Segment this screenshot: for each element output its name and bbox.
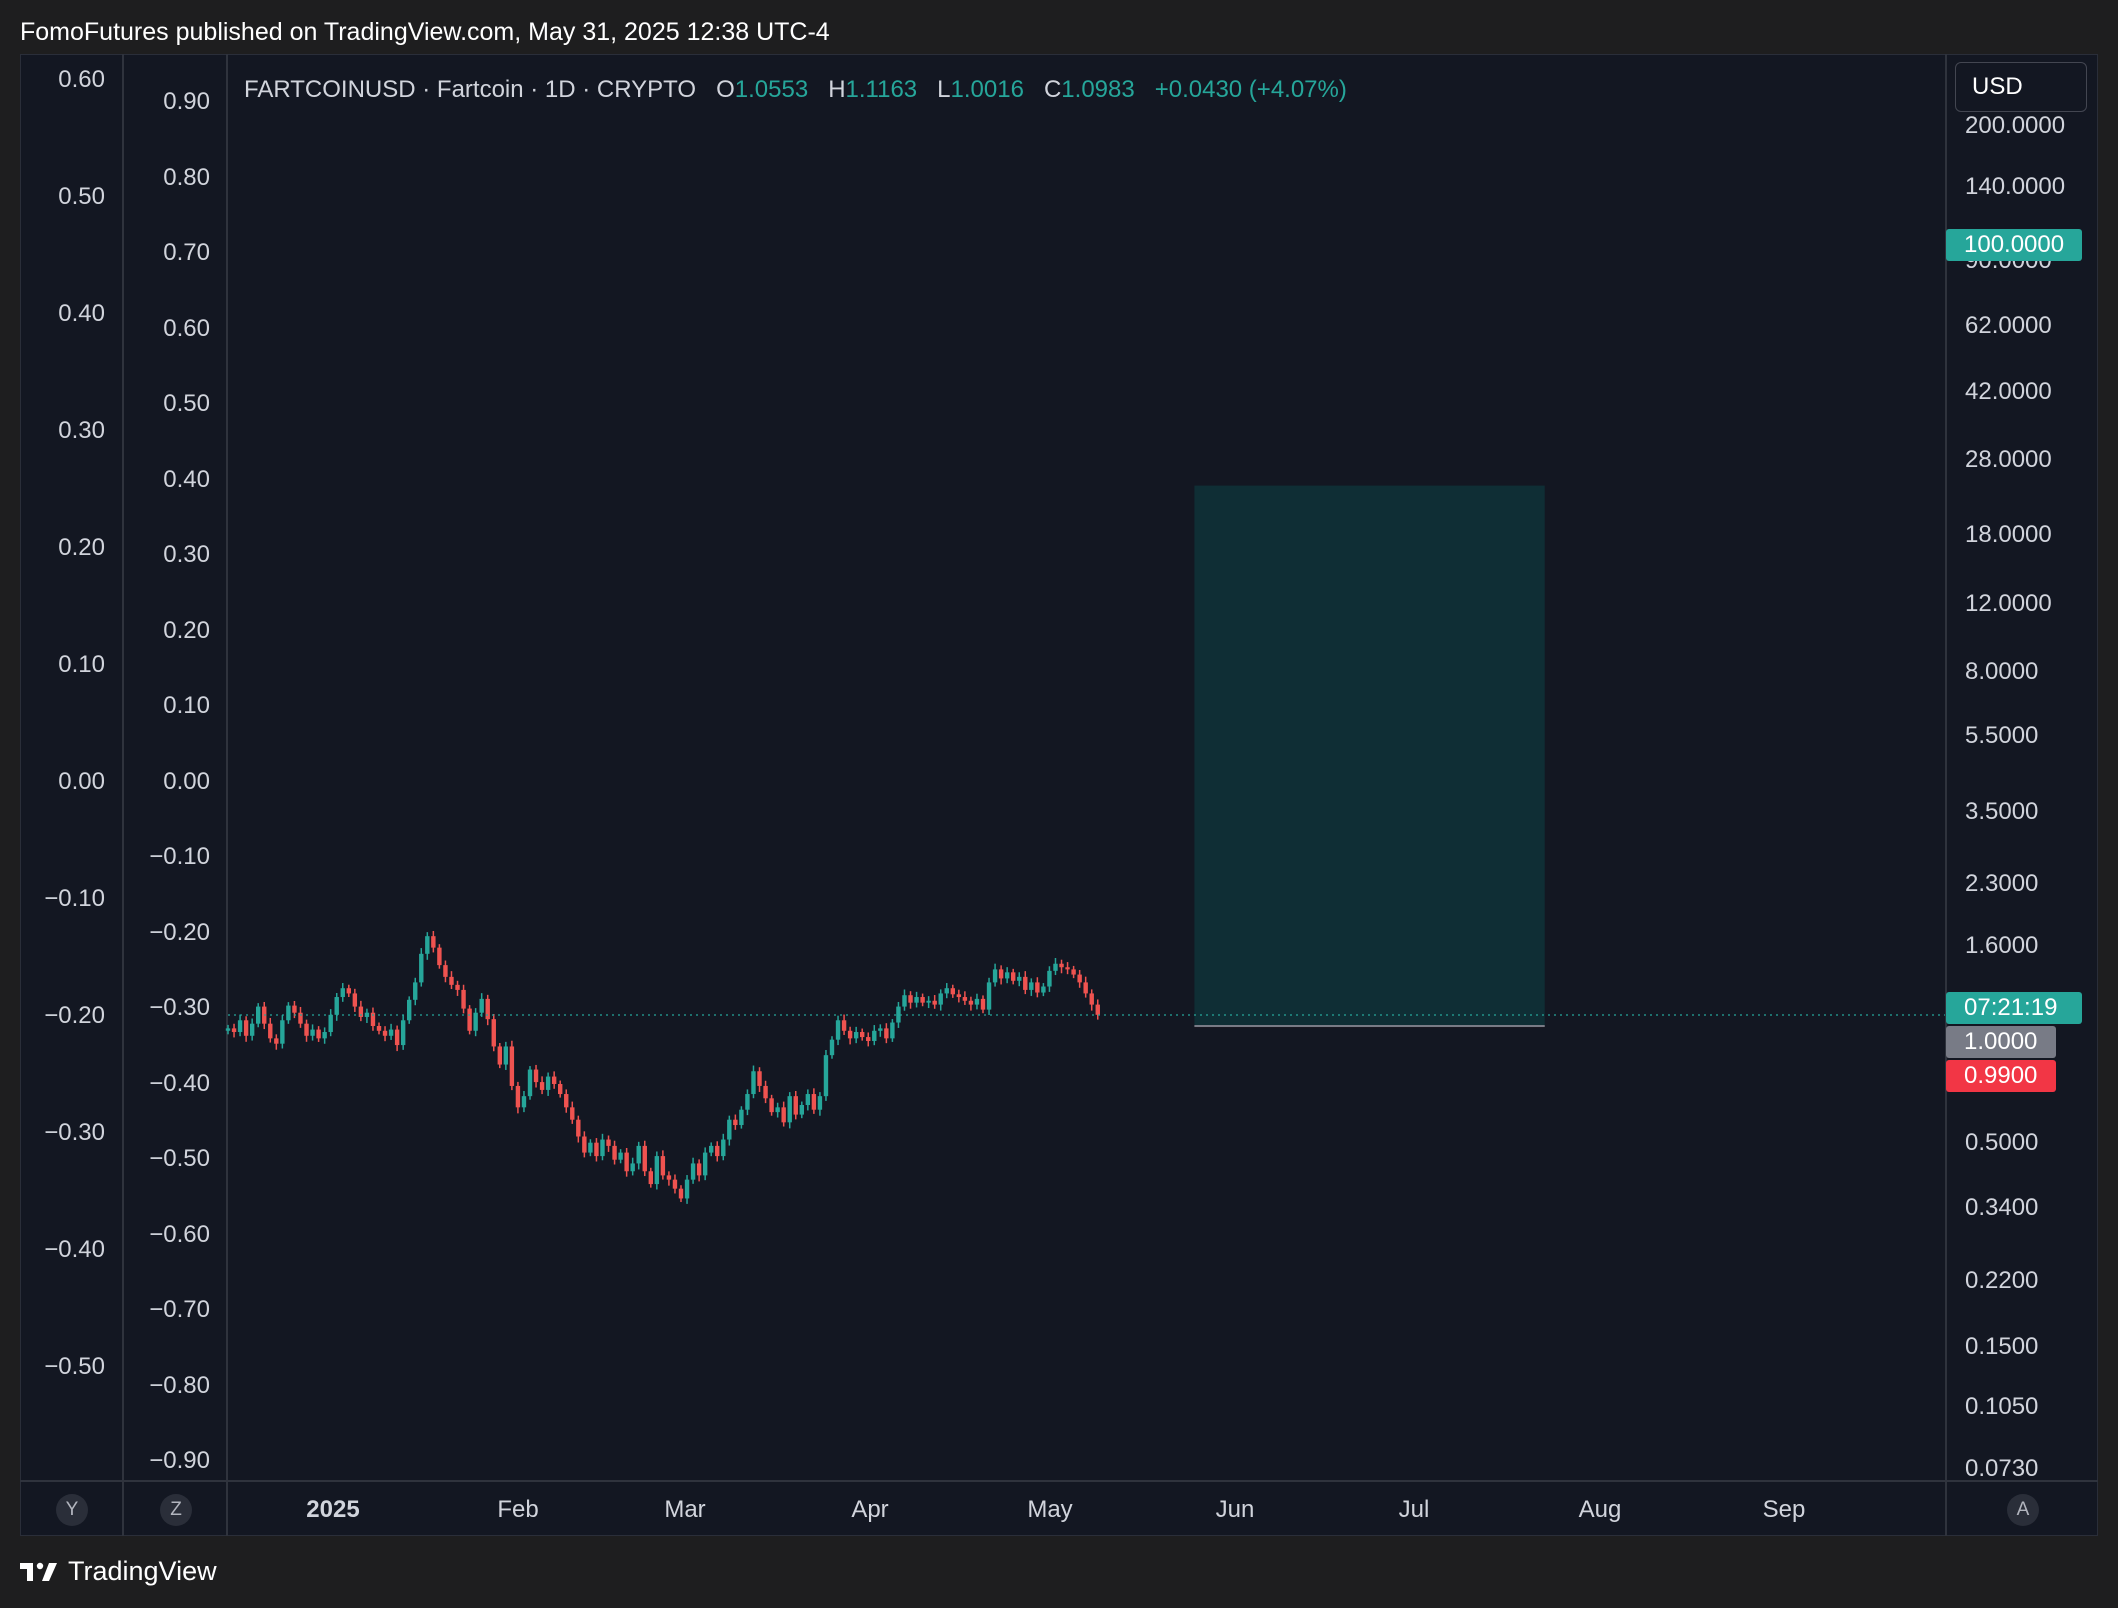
right-axis-tick: 8.0000 — [1965, 658, 2039, 685]
left-axis-1-tick: −0.50 — [44, 1353, 105, 1380]
low-label: L — [937, 76, 951, 103]
currency-button[interactable]: USD — [1955, 62, 2087, 112]
auto-scale-button[interactable]: A — [2007, 1494, 2039, 1526]
entry-price-tag: 1.0000 — [1946, 1026, 2056, 1058]
left-axis-1-tick: −0.40 — [44, 1236, 105, 1263]
left-axis-2-tick: 0.80 — [163, 164, 210, 191]
left-axis-1-tick: 0.60 — [58, 66, 105, 93]
tradingview-logo-icon — [20, 1562, 57, 1581]
right-axis-tick: 18.0000 — [1965, 521, 2052, 548]
left-axis-2-tick: 0.20 — [163, 617, 210, 644]
left-axis-2-tick: −0.50 — [149, 1145, 210, 1172]
countdown-tag: 07:21:19 — [1946, 992, 2082, 1024]
symbol-title: FARTCOINUSD · Fartcoin · 1D · CRYPTO — [244, 76, 697, 103]
time-axis-separator — [20, 1480, 2098, 1482]
high-label: H — [828, 76, 846, 103]
change-value: +0.0430 (+4.07%) — [1154, 76, 1347, 103]
left-axis-2-tick: −0.40 — [149, 1070, 210, 1097]
right-axis-tick: 62.0000 — [1965, 312, 2052, 339]
time-axis-tick: Aug — [1578, 1496, 1622, 1523]
low-value: 1.0016 — [950, 76, 1024, 103]
symbol-legend: FARTCOINUSD · Fartcoin · 1D · CRYPTO O1.… — [244, 76, 1347, 104]
time-axis-tick: May — [1027, 1496, 1073, 1523]
left-axis-2-tick: 0.30 — [163, 541, 210, 568]
right-axis-tick: 12.0000 — [1965, 590, 2052, 617]
close-label: C — [1043, 76, 1062, 103]
time-axis-tick: Apr — [851, 1496, 889, 1523]
time-axis-tick: 2025 — [306, 1496, 360, 1523]
left-axis-2-tick: 0.50 — [163, 390, 210, 417]
left-axis-1-tick: 0.20 — [58, 534, 105, 561]
footer-brand: TradingView — [68, 1556, 217, 1586]
right-axis-tick: 0.1500 — [1965, 1333, 2039, 1360]
time-axis-tick: Mar — [664, 1496, 706, 1523]
left-axis-2-tick: 0.40 — [163, 466, 210, 493]
right-axis-tick: 1.6000 — [1965, 932, 2039, 959]
high-value: 1.1163 — [845, 76, 918, 103]
right-axis-tick: 200.0000 — [1965, 112, 2066, 139]
tradingview-footer: TradingView — [20, 1556, 217, 1587]
left-axis-2-tick: 0.70 — [163, 239, 210, 266]
left-axis-1-tick: 0.40 — [58, 300, 105, 327]
time-axis-tick: Sep — [1762, 1496, 1806, 1523]
left-axis-2-tick: 0.90 — [163, 88, 210, 115]
y-scale-button[interactable]: Y — [56, 1494, 88, 1526]
publisher-line: FomoFutures published on TradingView.com… — [20, 18, 830, 46]
right-axis-tick: 140.0000 — [1965, 173, 2066, 200]
left-axis-2-tick: −0.80 — [149, 1372, 210, 1399]
stop-price-tag: 0.9900 — [1946, 1060, 2056, 1092]
left-axis-1-tick: −0.30 — [44, 1119, 105, 1146]
left-axis-1-tick: 0.00 — [58, 768, 105, 795]
target-price-tag: 100.0000 — [1946, 229, 2082, 261]
left-axis-2-tick: 0.10 — [163, 692, 210, 719]
right-axis-tick: 0.3400 — [1965, 1194, 2039, 1221]
left-axis-1-tick: 0.30 — [58, 417, 105, 444]
left-axis-2-tick: −0.60 — [149, 1221, 210, 1248]
right-axis-tick: 2.3000 — [1965, 870, 2039, 897]
left-axis-2-tick: −0.30 — [149, 994, 210, 1021]
axis-separator-1 — [122, 54, 124, 1536]
left-axis-2-tick: −0.10 — [149, 843, 210, 870]
left-axis-2-tick: −0.90 — [149, 1447, 210, 1474]
axis-separator-right — [1945, 54, 1947, 1536]
axis-separator-2 — [226, 54, 228, 1536]
right-axis-tick: 5.5000 — [1965, 722, 2039, 749]
right-axis-tick: 0.1050 — [1965, 1393, 2039, 1420]
left-axis-2-tick: −0.20 — [149, 919, 210, 946]
close-value: 1.0983 — [1061, 76, 1135, 103]
right-axis-tick: 28.0000 — [1965, 446, 2052, 473]
left-axis-2-tick: 0.00 — [163, 768, 210, 795]
open-label: O — [716, 76, 735, 103]
time-axis-tick: Jul — [1398, 1496, 1430, 1523]
right-axis-tick: 42.0000 — [1965, 378, 2052, 405]
left-axis-1-tick: −0.20 — [44, 1002, 105, 1029]
left-axis-1-tick: 0.10 — [58, 651, 105, 678]
time-axis-tick: Jun — [1215, 1496, 1255, 1523]
time-axis-tick: Feb — [497, 1496, 539, 1523]
chart-frame — [20, 54, 2098, 1536]
left-axis-1-tick: 0.50 — [58, 183, 105, 210]
left-axis-1-tick: −0.10 — [44, 885, 105, 912]
open-value: 1.0553 — [734, 76, 809, 103]
right-axis-tick: 3.5000 — [1965, 798, 2039, 825]
z-scale-button[interactable]: Z — [160, 1494, 192, 1526]
left-axis-2-tick: −0.70 — [149, 1296, 210, 1323]
left-axis-2-tick: 0.60 — [163, 315, 210, 342]
right-axis-tick: 0.0730 — [1965, 1455, 2039, 1482]
right-axis-tick: 0.5000 — [1965, 1129, 2039, 1156]
right-axis-tick: 0.2200 — [1965, 1267, 2039, 1294]
